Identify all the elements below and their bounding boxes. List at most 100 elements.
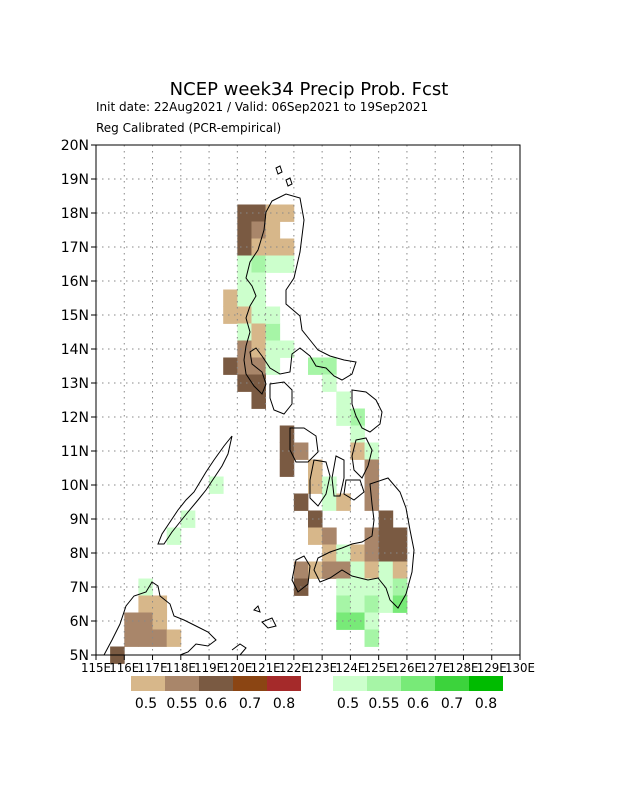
legend-swatch (131, 676, 165, 691)
forecast-cell (251, 391, 266, 409)
legend-label: 0.7 (441, 696, 463, 712)
lat-label: 10N (61, 478, 89, 494)
forecast-cell (251, 323, 266, 341)
forecast-cell (308, 357, 323, 375)
legend-swatch (267, 676, 301, 691)
forecast-cell (138, 578, 153, 596)
forecast-cell (138, 629, 153, 647)
forecast-cell (237, 272, 252, 290)
forecast-cell (251, 255, 266, 273)
forecast-cell (237, 340, 252, 358)
forecast-cell (152, 595, 168, 613)
forecast-cell (350, 408, 365, 426)
forecast-cell (237, 289, 252, 307)
longitude-labels: 115E116E117E118E119E120E121E122E123E124E… (81, 655, 535, 675)
forecast-cell (237, 221, 252, 239)
forecast-cell (237, 374, 252, 392)
forecast-cell (265, 204, 281, 222)
map-subtitle-dates: Init date: 22Aug2021 / Valid: 06Sep2021 … (96, 100, 428, 114)
forecast-cell (322, 544, 337, 562)
zamboanga-coast (291, 555, 311, 593)
forecast-cell (293, 493, 309, 511)
forecast-cell (152, 612, 168, 630)
forecast-cell (279, 459, 295, 477)
legend-label: 0.6 (205, 696, 227, 712)
lat-label: 8N (70, 546, 89, 562)
forecast-cell (237, 238, 252, 256)
lon-label: 130E (505, 660, 535, 675)
legend-swatch (199, 676, 233, 691)
forecast-cell (336, 561, 351, 579)
legend-label: 0.55 (166, 696, 197, 712)
forecast-cell (138, 612, 153, 630)
lon-label: 124E (335, 660, 365, 675)
bohol-coast (343, 479, 365, 501)
forecast-cell (308, 476, 323, 494)
legend-label: 0.8 (273, 696, 295, 712)
lon-label: 123E (307, 660, 337, 675)
forecast-cell (322, 357, 337, 375)
map-grid (96, 145, 520, 655)
legend-wet: 0.5 0.55 0.6 0.7 0.8 (333, 676, 503, 712)
samar-coast (351, 389, 383, 433)
forecast-cell (251, 357, 266, 375)
forecast-cell (378, 561, 394, 579)
forecast-cell (279, 340, 295, 358)
leyte-coast (351, 437, 373, 479)
legend-swatch (435, 676, 469, 691)
palawan-coast (157, 435, 233, 545)
forecast-cell (265, 238, 281, 256)
lat-label: 11N (61, 444, 89, 460)
forecast-cell (279, 255, 295, 273)
lat-label: 15N (61, 308, 89, 324)
mindoro-coast (269, 381, 293, 415)
forecast-cell (265, 323, 281, 341)
forecast-cell (166, 527, 182, 545)
lon-label: 115E (81, 660, 111, 675)
forecast-cell (392, 561, 408, 579)
forecast-cell (378, 544, 394, 562)
forecast-cell (364, 629, 380, 647)
map-title: NCEP week34 Precip Prob. Fcst (170, 79, 449, 100)
forecast-cell (265, 340, 281, 358)
lat-label: 9N (70, 512, 89, 528)
legend-swatch (233, 676, 267, 691)
forecast-cell (308, 459, 323, 477)
luzon-coast (243, 193, 357, 395)
lat-label: 18N (61, 206, 89, 222)
forecast-cell (392, 527, 408, 545)
forecast-cell (265, 306, 281, 324)
forecast-cell (364, 612, 380, 630)
negros-coast (309, 459, 331, 507)
legend-label: 0.6 (407, 696, 429, 712)
forecast-cell (223, 357, 238, 375)
map-subtitle-method: Reg Calibrated (PCR-empirical) (96, 121, 281, 135)
panay-coast (289, 427, 319, 463)
forecast-cell (308, 527, 323, 545)
lat-label: 5N (70, 648, 89, 664)
lon-label: 119E (194, 660, 224, 675)
lon-label: 129E (477, 660, 507, 675)
forecast-cell (350, 544, 365, 562)
forecast-cell (364, 476, 380, 494)
lon-label: 122E (279, 660, 309, 675)
lon-label: 128E (448, 660, 478, 675)
babuyan-islands (275, 165, 293, 187)
forecast-cell (392, 544, 408, 562)
lon-label: 120E (222, 660, 252, 675)
forecast-cell (322, 527, 337, 545)
forecast-cell (166, 629, 182, 647)
lat-label: 6N (70, 614, 89, 630)
forecast-cell (392, 578, 408, 596)
forecast-cell (350, 561, 365, 579)
forecast-cell (350, 578, 365, 596)
forecast-cell (308, 561, 323, 579)
legend-swatch (165, 676, 199, 691)
forecast-cell (378, 527, 394, 545)
forecast-cell (265, 357, 281, 375)
sulu-islands (231, 605, 277, 656)
cebu-coast (331, 455, 345, 497)
forecast-cell (251, 289, 266, 307)
lon-label: 126E (392, 660, 422, 675)
lat-label: 14N (61, 342, 89, 358)
